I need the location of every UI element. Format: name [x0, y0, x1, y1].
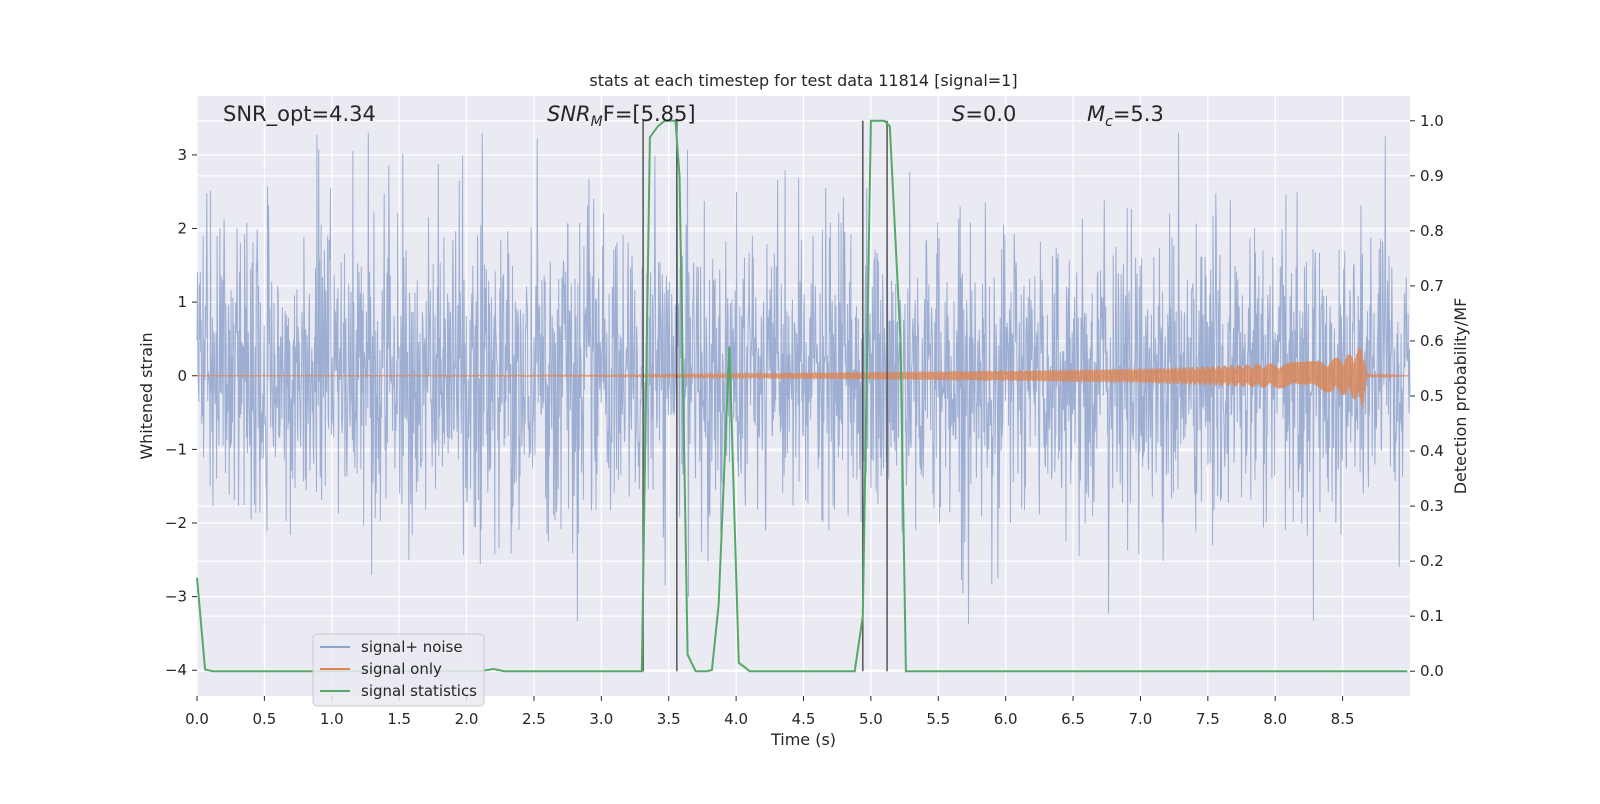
x-axis-label: Time (s): [770, 730, 836, 749]
snr-opt-annotation: SNR_opt=4.34: [223, 102, 376, 127]
y-right-tick-label: 0.6: [1420, 332, 1444, 350]
x-tick-label: 3.0: [589, 710, 613, 728]
mc-sub: c: [1105, 114, 1113, 130]
signal-trace: [197, 347, 1411, 409]
x-tick-label: 0.0: [185, 710, 209, 728]
y-right-tick-label: 0.9: [1420, 167, 1444, 185]
y-right-tick-label: 0.1: [1420, 607, 1444, 625]
legend-box: [312, 633, 485, 707]
x-tick-label: 0.5: [252, 710, 276, 728]
x-tick-label: 1.5: [387, 710, 411, 728]
y-right-tick-label: 0.3: [1420, 497, 1444, 515]
x-tick-label: 7.0: [1129, 710, 1153, 728]
legend-label-noise: signal+ noise: [361, 638, 463, 656]
y-right-tick-label: 0.2: [1420, 552, 1444, 570]
y-right-axis-label: Detection probability/MF: [1451, 298, 1470, 495]
y-tick-label: −4: [165, 661, 187, 679]
y-tick-label: −2: [165, 514, 187, 532]
s-main: S: [952, 102, 965, 126]
y-axis-ticks: −4 −3 −2 −1 0 1 2 3: [165, 146, 197, 679]
y-right-tick-label: 0.8: [1420, 222, 1444, 240]
y-right-tick-label: 0.7: [1420, 277, 1444, 295]
statistics-trace: [196, 119, 1408, 673]
x-tick-label: 7.5: [1196, 710, 1220, 728]
y-tick-label: −1: [165, 440, 187, 458]
y-right-tick-label: 0.5: [1420, 387, 1444, 405]
x-tick-label: 2.0: [455, 710, 479, 728]
x-tick-label: 5.0: [859, 710, 883, 728]
legend-label-signal: signal only: [361, 660, 442, 678]
y-right-tick-label: 1.0: [1420, 112, 1444, 130]
mc-annotation: Mc=5.3: [1087, 102, 1164, 130]
legend-label-stats: signal statistics: [361, 682, 477, 700]
mc-main: M: [1087, 102, 1105, 126]
y-right-tick-label: 0.4: [1420, 442, 1444, 460]
y-tick-label: 0: [177, 367, 187, 385]
x-tick-label: 8.5: [1331, 710, 1355, 728]
snr-mf-main: SNR: [547, 102, 591, 126]
snr-mf-rest: F=[5.85]: [603, 102, 696, 126]
snr-mf-sub: M: [591, 114, 603, 130]
y-right-axis-ticks: 0.0 0.1 0.2 0.3 0.4 0.5 0.6 0.7 0.8 0.9 1.0: [1410, 112, 1444, 680]
y-tick-label: 2: [177, 220, 187, 238]
x-tick-label: 4.0: [724, 710, 748, 728]
x-tick-label: 1.0: [320, 710, 344, 728]
snr-mf-annotation: SNRMF=[5.85]: [547, 102, 696, 130]
chart-title: stats at each timestep for test data 118…: [589, 71, 1017, 90]
x-tick-label: 5.5: [926, 710, 950, 728]
y-tick-label: −3: [165, 588, 187, 606]
s-rest: =0.0: [965, 102, 1016, 126]
x-tick-label: 8.0: [1263, 710, 1287, 728]
legend: signal+ noise signal only signal statist…: [312, 633, 485, 707]
y-tick-label: 3: [177, 146, 187, 164]
y-axis-label: Whitened strain: [137, 332, 156, 459]
x-tick-label: 6.0: [994, 710, 1018, 728]
x-axis-ticks: 0.0 0.5 1.0 1.5 2.0 2.5 3.0 3.5 4.0 4.5 5.0 5.5 6.0 6…: [185, 696, 1355, 728]
signal-statistics-series: [196, 119, 1408, 673]
s-annotation: S=0.0: [952, 102, 1016, 126]
x-tick-label: 3.5: [657, 710, 681, 728]
y-tick-label: 1: [177, 293, 187, 311]
x-tick-label: 4.5: [792, 710, 816, 728]
mc-rest: =5.3: [1113, 102, 1164, 126]
signal-only-series: [197, 347, 1411, 409]
x-tick-label: 2.5: [522, 710, 546, 728]
x-tick-label: 6.5: [1061, 710, 1085, 728]
y-right-tick-label: 0.0: [1420, 662, 1444, 680]
